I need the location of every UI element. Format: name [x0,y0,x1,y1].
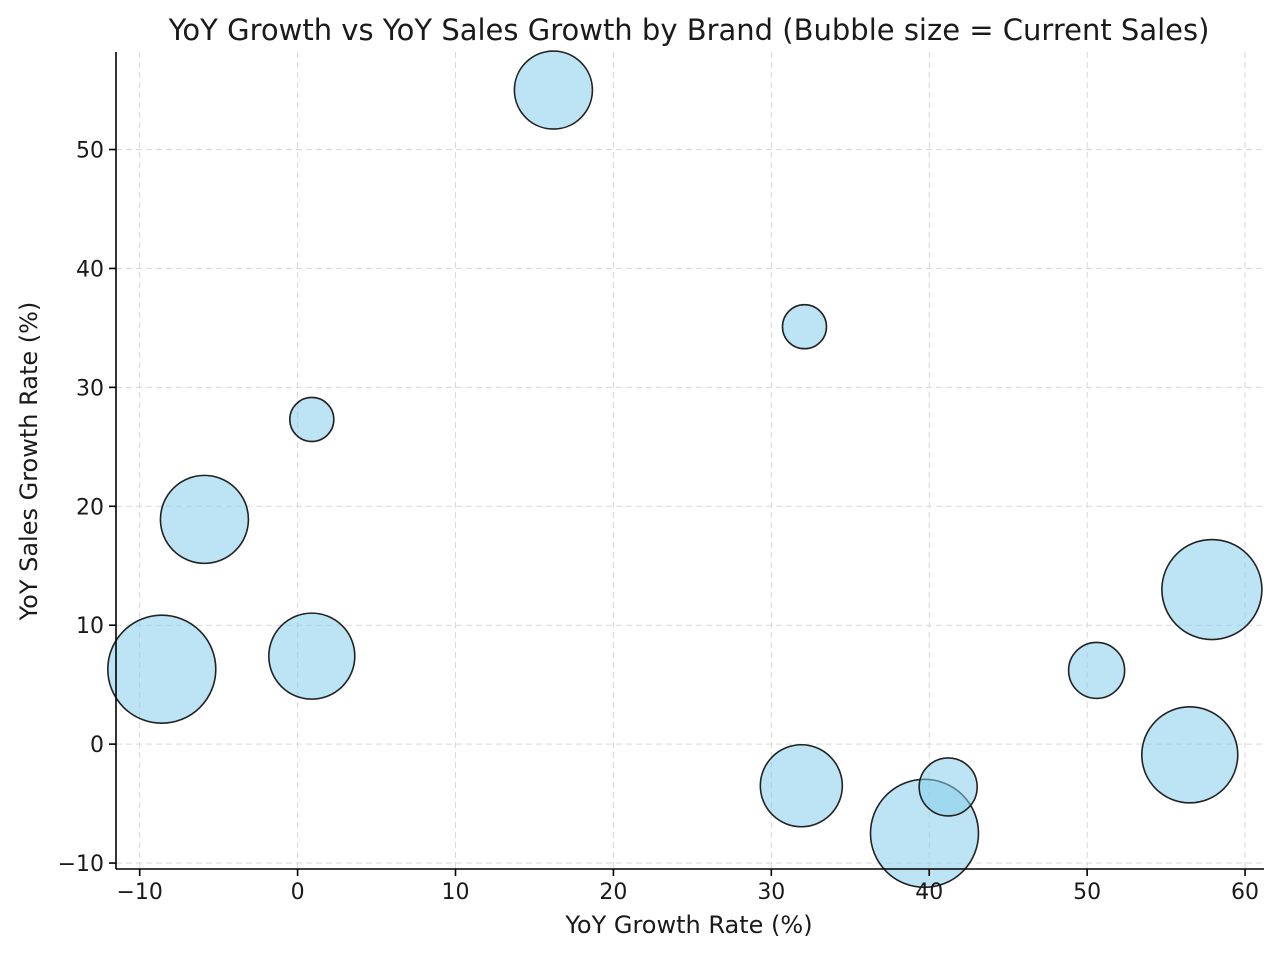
y-axis-ticks: −10 0 10 20 30 40 50 [58,139,116,877]
x-axis-label: YoY Growth Rate (%) [564,911,812,939]
bubble-point [1140,706,1239,804]
bubble-point [918,757,978,817]
bubble-point [1067,641,1126,700]
x-tick-label: 20 [599,880,627,905]
x-tick-label: 50 [1073,880,1101,905]
axes [115,52,1264,870]
x-tick-label: 40 [915,880,943,905]
y-tick-label: 10 [76,614,104,639]
x-tick-label: −10 [116,880,162,905]
y-tick-label: 20 [76,495,104,520]
bubble-point [268,612,356,700]
bubbles [106,50,1263,889]
x-tick-label: 60 [1231,880,1259,905]
x-tick-label: 10 [442,880,470,905]
x-tick-label: 30 [757,880,785,905]
grid-lines [116,52,1264,869]
bubble-point [106,614,217,725]
y-tick-label: 40 [76,257,104,282]
bubble-point [781,303,828,350]
y-tick-label: 50 [76,139,104,164]
bubble-point [513,50,594,130]
bubble-point [759,743,844,828]
y-tick-label: 0 [90,733,104,758]
chart-title: YoY Growth vs YoY Sales Growth by Brand … [168,13,1210,47]
x-tick-label: 0 [291,880,305,905]
y-tick-label: −10 [58,852,104,877]
x-axis-ticks: −10 0 10 20 30 40 50 60 [116,869,1259,905]
y-tick-label: 30 [76,376,104,401]
bubble-point [159,474,250,565]
y-axis-label: YoY Sales Growth Rate (%) [15,302,43,622]
bubble-point [289,396,335,443]
bubble-point [1161,538,1263,641]
